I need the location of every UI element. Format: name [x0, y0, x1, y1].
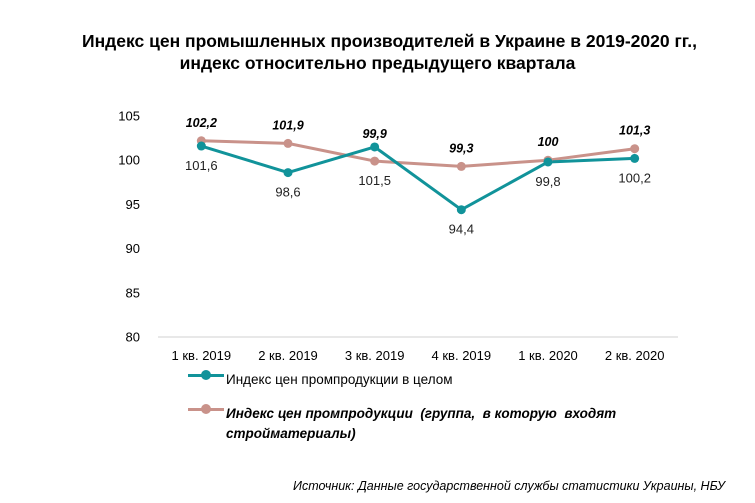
data-point-series-1: [456, 205, 466, 215]
data-label-series-2: 102,2: [186, 116, 217, 130]
legend-label-series-2: Индекс цен промпродукции (группа, в кото…: [226, 406, 620, 441]
chart-title: Индекс цен промышленных производителей в…: [82, 31, 697, 51]
y-tick-label: 95: [126, 197, 140, 212]
data-point-series-1: [630, 153, 640, 163]
data-label-series-2: 101,9: [272, 118, 303, 132]
x-tick-label: 4 кв. 2019: [432, 348, 492, 363]
x-tick-label: 3 кв. 2019: [345, 348, 405, 363]
data-label-series-2: 100: [538, 135, 559, 149]
data-point-series-2: [283, 138, 293, 148]
y-tick-label: 80: [126, 330, 140, 345]
x-tick-label: 2 кв. 2020: [605, 348, 665, 363]
x-tick-label: 2 кв. 2019: [258, 348, 318, 363]
data-point-series-2: [456, 161, 466, 171]
data-label-series-2: 101,3: [619, 124, 650, 138]
data-label-series-1: 94,4: [449, 222, 474, 237]
data-point-series-1: [196, 141, 206, 151]
data-label-series-1: 100,2: [618, 170, 651, 185]
y-tick-label: 85: [126, 285, 140, 300]
data-label-series-1: 101,6: [185, 158, 218, 173]
data-point-series-1: [370, 142, 380, 152]
x-tick-label: 1 кв. 2019: [172, 348, 232, 363]
legend-marker-series-1: [188, 370, 224, 380]
x-tick-label: 1 кв. 2020: [518, 348, 578, 363]
source-note: Источник: Данные государственной службы …: [293, 479, 725, 493]
y-tick-label: 105: [118, 109, 140, 124]
legend-label-series-1: Индекс цен промпродукции в целом: [226, 372, 453, 387]
data-point-series-2: [370, 156, 380, 166]
data-label-series-2: 99,9: [362, 127, 386, 141]
series-line-2: [201, 139, 635, 168]
data-point-series-1: [543, 157, 553, 167]
legend-marker-series-2: [188, 404, 224, 414]
chart-subtitle: индекс относительно предыдущего квартала: [179, 53, 576, 73]
data-label-series-2: 99,3: [449, 141, 473, 155]
data-label-series-1: 98,6: [275, 185, 300, 200]
data-label-series-1: 99,8: [535, 174, 560, 189]
y-tick-label: 100: [118, 153, 140, 168]
data-point-series-2: [630, 144, 640, 154]
data-point-series-1: [283, 168, 293, 178]
data-label-series-1: 101,5: [358, 173, 391, 188]
y-tick-label: 90: [126, 241, 140, 256]
series-line-1: [200, 144, 635, 212]
